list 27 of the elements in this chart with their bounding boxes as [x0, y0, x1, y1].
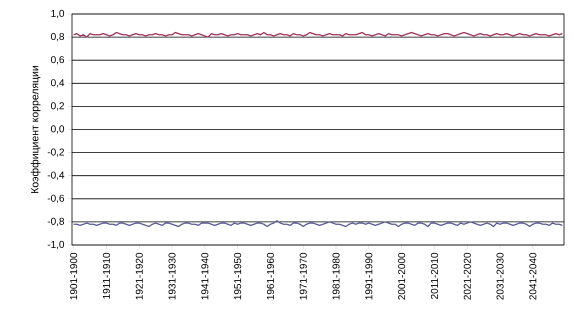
x-tick-label: 2021-2020: [464, 252, 471, 300]
x-tick-label: 1911-1910: [102, 252, 110, 299]
y-tick-label: -0,8: [48, 218, 64, 226]
x-tick-label: 1941-1940: [201, 252, 208, 300]
y-tick-label: 0,8: [51, 32, 64, 42]
y-tick-label: -0,2: [48, 148, 64, 157]
x-tick-label: 1971-1970: [300, 252, 307, 300]
x-tick-label: 1901-1900: [70, 252, 78, 300]
x-tick-label: 2011-2010: [430, 252, 438, 299]
x-tick-label: 2041-2040: [529, 252, 536, 300]
x-tick-label: 2031-2030: [496, 252, 504, 300]
x-tick-label: 2001-2000: [398, 252, 406, 300]
y-tick-label: -0,4: [48, 172, 64, 180]
x-tick-label: 1951-1950: [234, 252, 242, 300]
x-tick-label: 1921-1920: [136, 252, 143, 300]
x-tick-label: 1931-1930: [168, 252, 176, 300]
y-tick-label: -0,6: [48, 194, 64, 203]
x-tick-label: 1981-1980: [332, 252, 340, 300]
y-axis-title: Коэффициент корреляции: [30, 66, 40, 193]
x-tick-label: 1991-1990: [365, 252, 372, 300]
y-tick-label: 1,0: [51, 10, 64, 18]
y-tick-label: 0,6: [51, 56, 64, 64]
x-tick-label: 1961-1960: [266, 252, 274, 300]
y-tick-label: 0,4: [51, 79, 64, 88]
y-tick-label: 0,0: [51, 125, 64, 134]
y-tick-label: -1,0: [48, 240, 64, 250]
y-tick-label: 0,2: [51, 102, 64, 111]
